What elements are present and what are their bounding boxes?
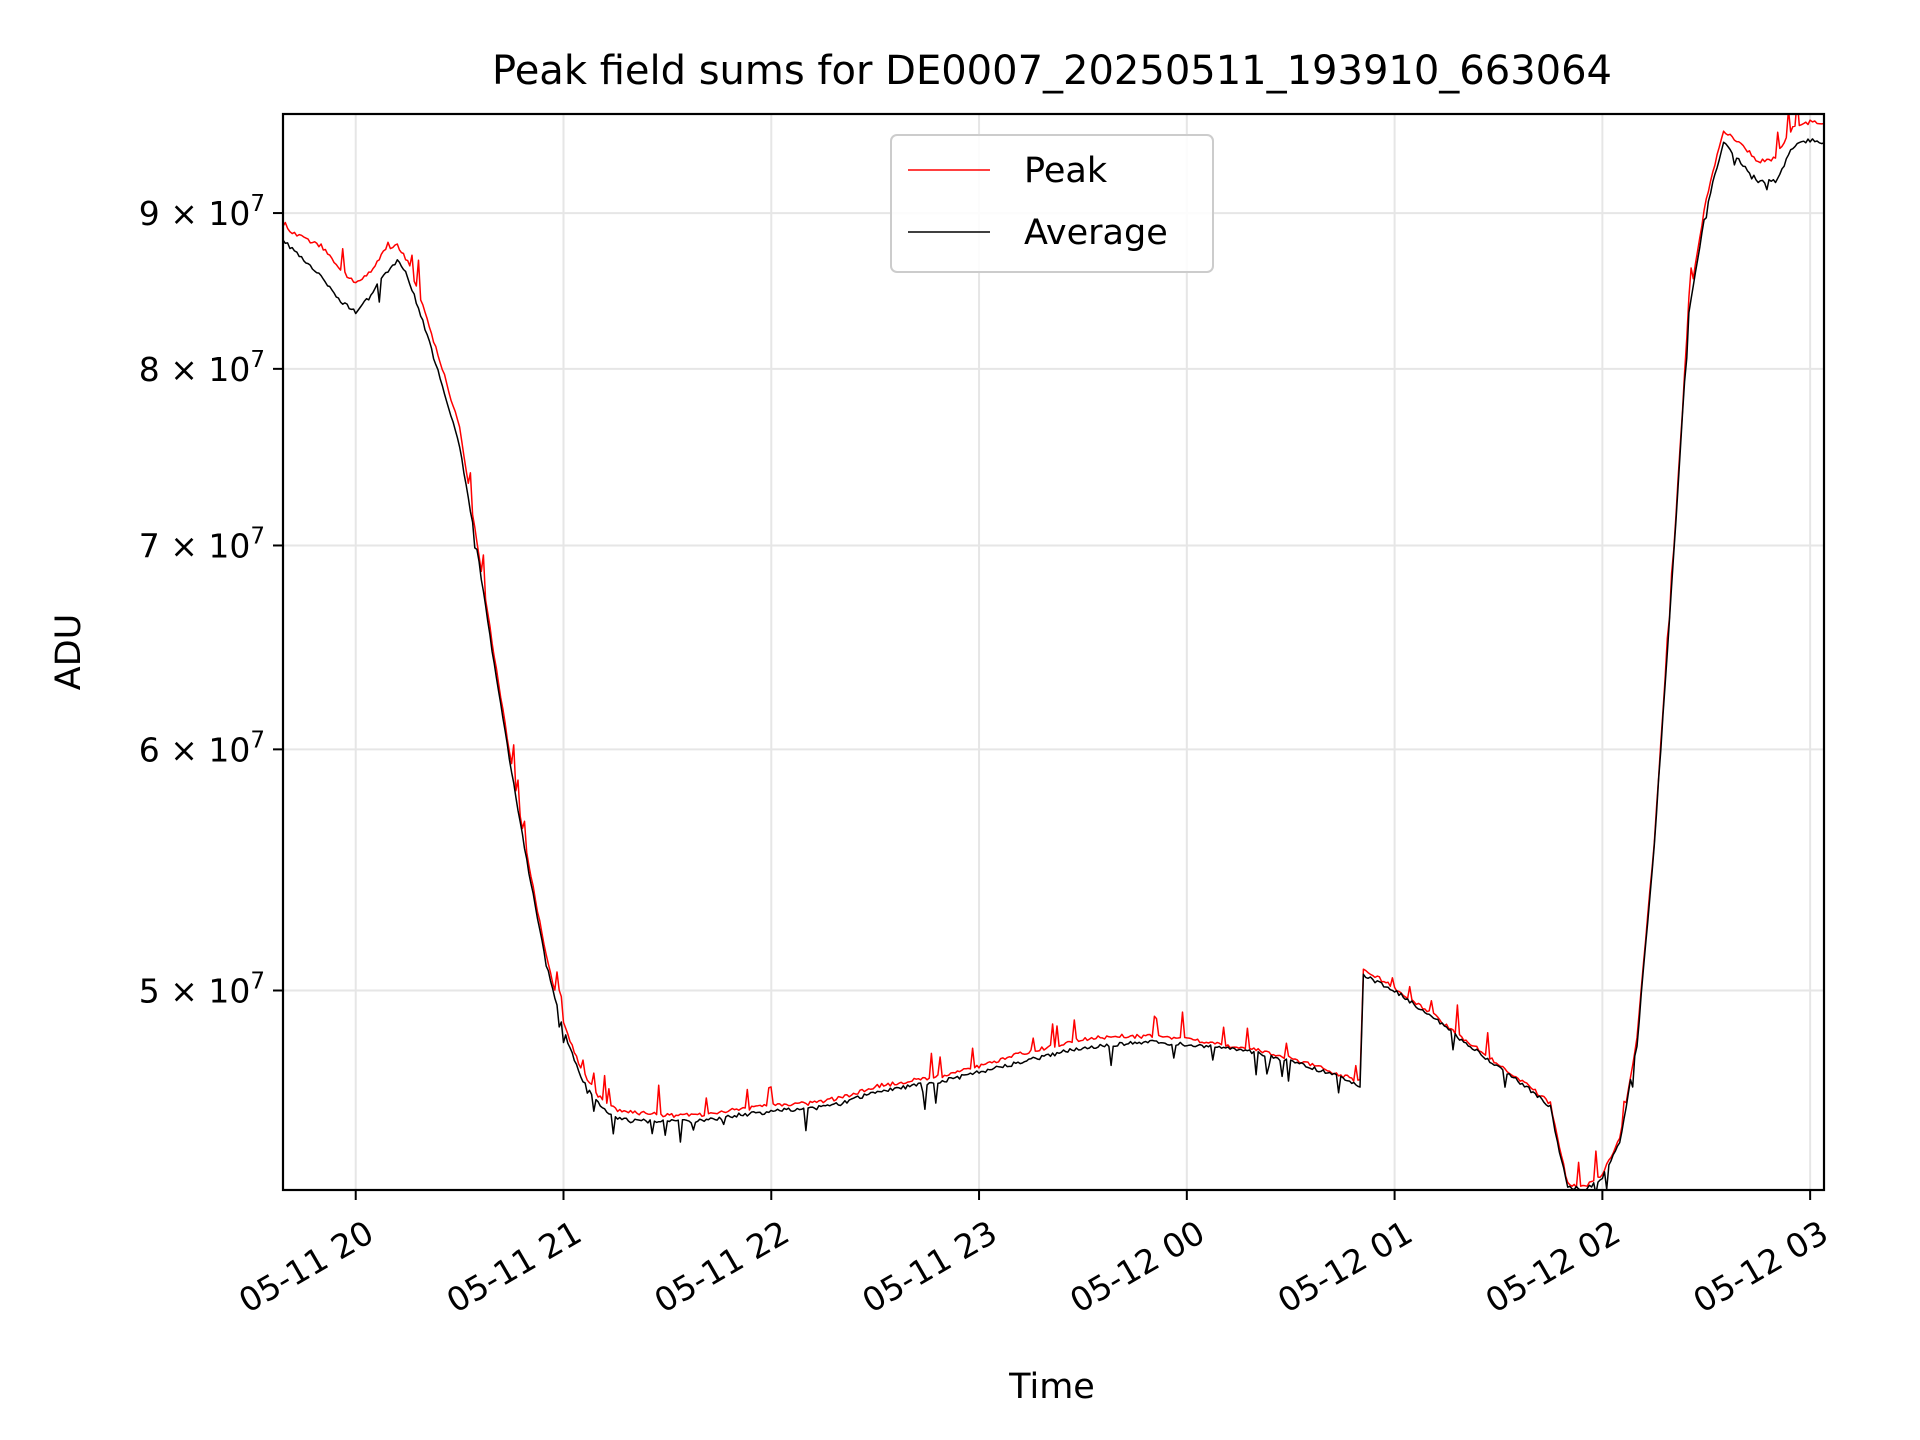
y-tick-label: 5 × 107 bbox=[139, 969, 265, 1011]
legend-label-average: Average bbox=[1024, 213, 1168, 253]
legend: Peak Average bbox=[890, 134, 1214, 273]
gridlines bbox=[283, 114, 1824, 1190]
y-tick-label: 7 × 107 bbox=[139, 523, 265, 565]
legend-label-peak: Peak bbox=[1024, 151, 1108, 191]
y-tick-label: 9 × 107 bbox=[139, 191, 265, 233]
y-axis-ticks: 5 × 107 6 × 107 7 × 107 8 × 107 9 × 107 bbox=[139, 191, 283, 1011]
plot-frame bbox=[281, 112, 1826, 1192]
series-line-average bbox=[283, 138, 1824, 1190]
y-tick-label: 8 × 107 bbox=[139, 347, 265, 389]
y-axis-label: ADU bbox=[49, 614, 89, 691]
x-axis-label: Time bbox=[1008, 1367, 1095, 1407]
chart-title: Peak field sums for DE0007_20250511_1939… bbox=[492, 48, 1612, 94]
series-lines bbox=[283, 114, 1824, 1190]
y-tick-label: 6 × 107 bbox=[139, 727, 265, 769]
